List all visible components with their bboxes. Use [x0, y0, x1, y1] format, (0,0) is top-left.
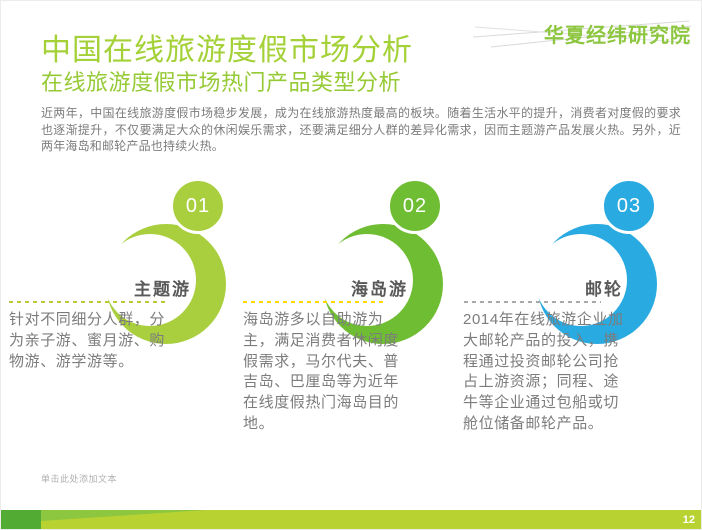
- category-label-island-travel: 海岛游: [351, 280, 408, 299]
- logo-text: 华夏经纬研究院: [544, 25, 691, 47]
- dashed-divider: [464, 301, 601, 303]
- footer-text-placeholder: 单击此处添加文本: [41, 474, 118, 484]
- page-number: 12: [682, 514, 695, 526]
- page-title: 中国在线旅游度假市场分析: [41, 34, 413, 67]
- number-badge-02: 02: [387, 178, 443, 234]
- category-label-theme-travel: 主题游: [134, 280, 191, 299]
- category-label-cruise: 邮轮: [585, 280, 623, 299]
- dashed-divider: [9, 301, 169, 303]
- dashed-divider: [243, 301, 386, 303]
- description-theme-travel: 针对不同细分人群，分为亲子游、蜜月游、购物游、游学游等。: [9, 311, 166, 370]
- logo-swoosh-lines-icon: [473, 20, 692, 48]
- description-cruise: 2014年在线旅游企业加大邮轮产品的投入，携程通过投资邮轮公司抢占上游资源；同程…: [463, 311, 624, 432]
- number-badge-01: 01: [170, 178, 226, 234]
- company-logo: 华夏经纬研究院: [473, 13, 693, 53]
- description-island-travel: 海岛游多以自助游为主，满足消费者休闲度假需求，马尔代夫、普吉岛、巴厘岛等为近年在…: [243, 311, 400, 432]
- badge-number: 03: [616, 194, 642, 217]
- bottom-bar: 12: [1, 510, 701, 529]
- page-subtitle: 在线旅游度假市场热门产品类型分析: [41, 70, 402, 95]
- number-badge-03: 03: [601, 178, 657, 234]
- badge-number: 02: [402, 194, 428, 217]
- intro-paragraph: 近两年，中国在线旅游度假市场稳步发展，成为在线旅游热度最高的板块。随着生活水平的…: [41, 106, 681, 153]
- badge-number: 01: [185, 194, 211, 217]
- bottom-bar-graphic: [1, 510, 701, 529]
